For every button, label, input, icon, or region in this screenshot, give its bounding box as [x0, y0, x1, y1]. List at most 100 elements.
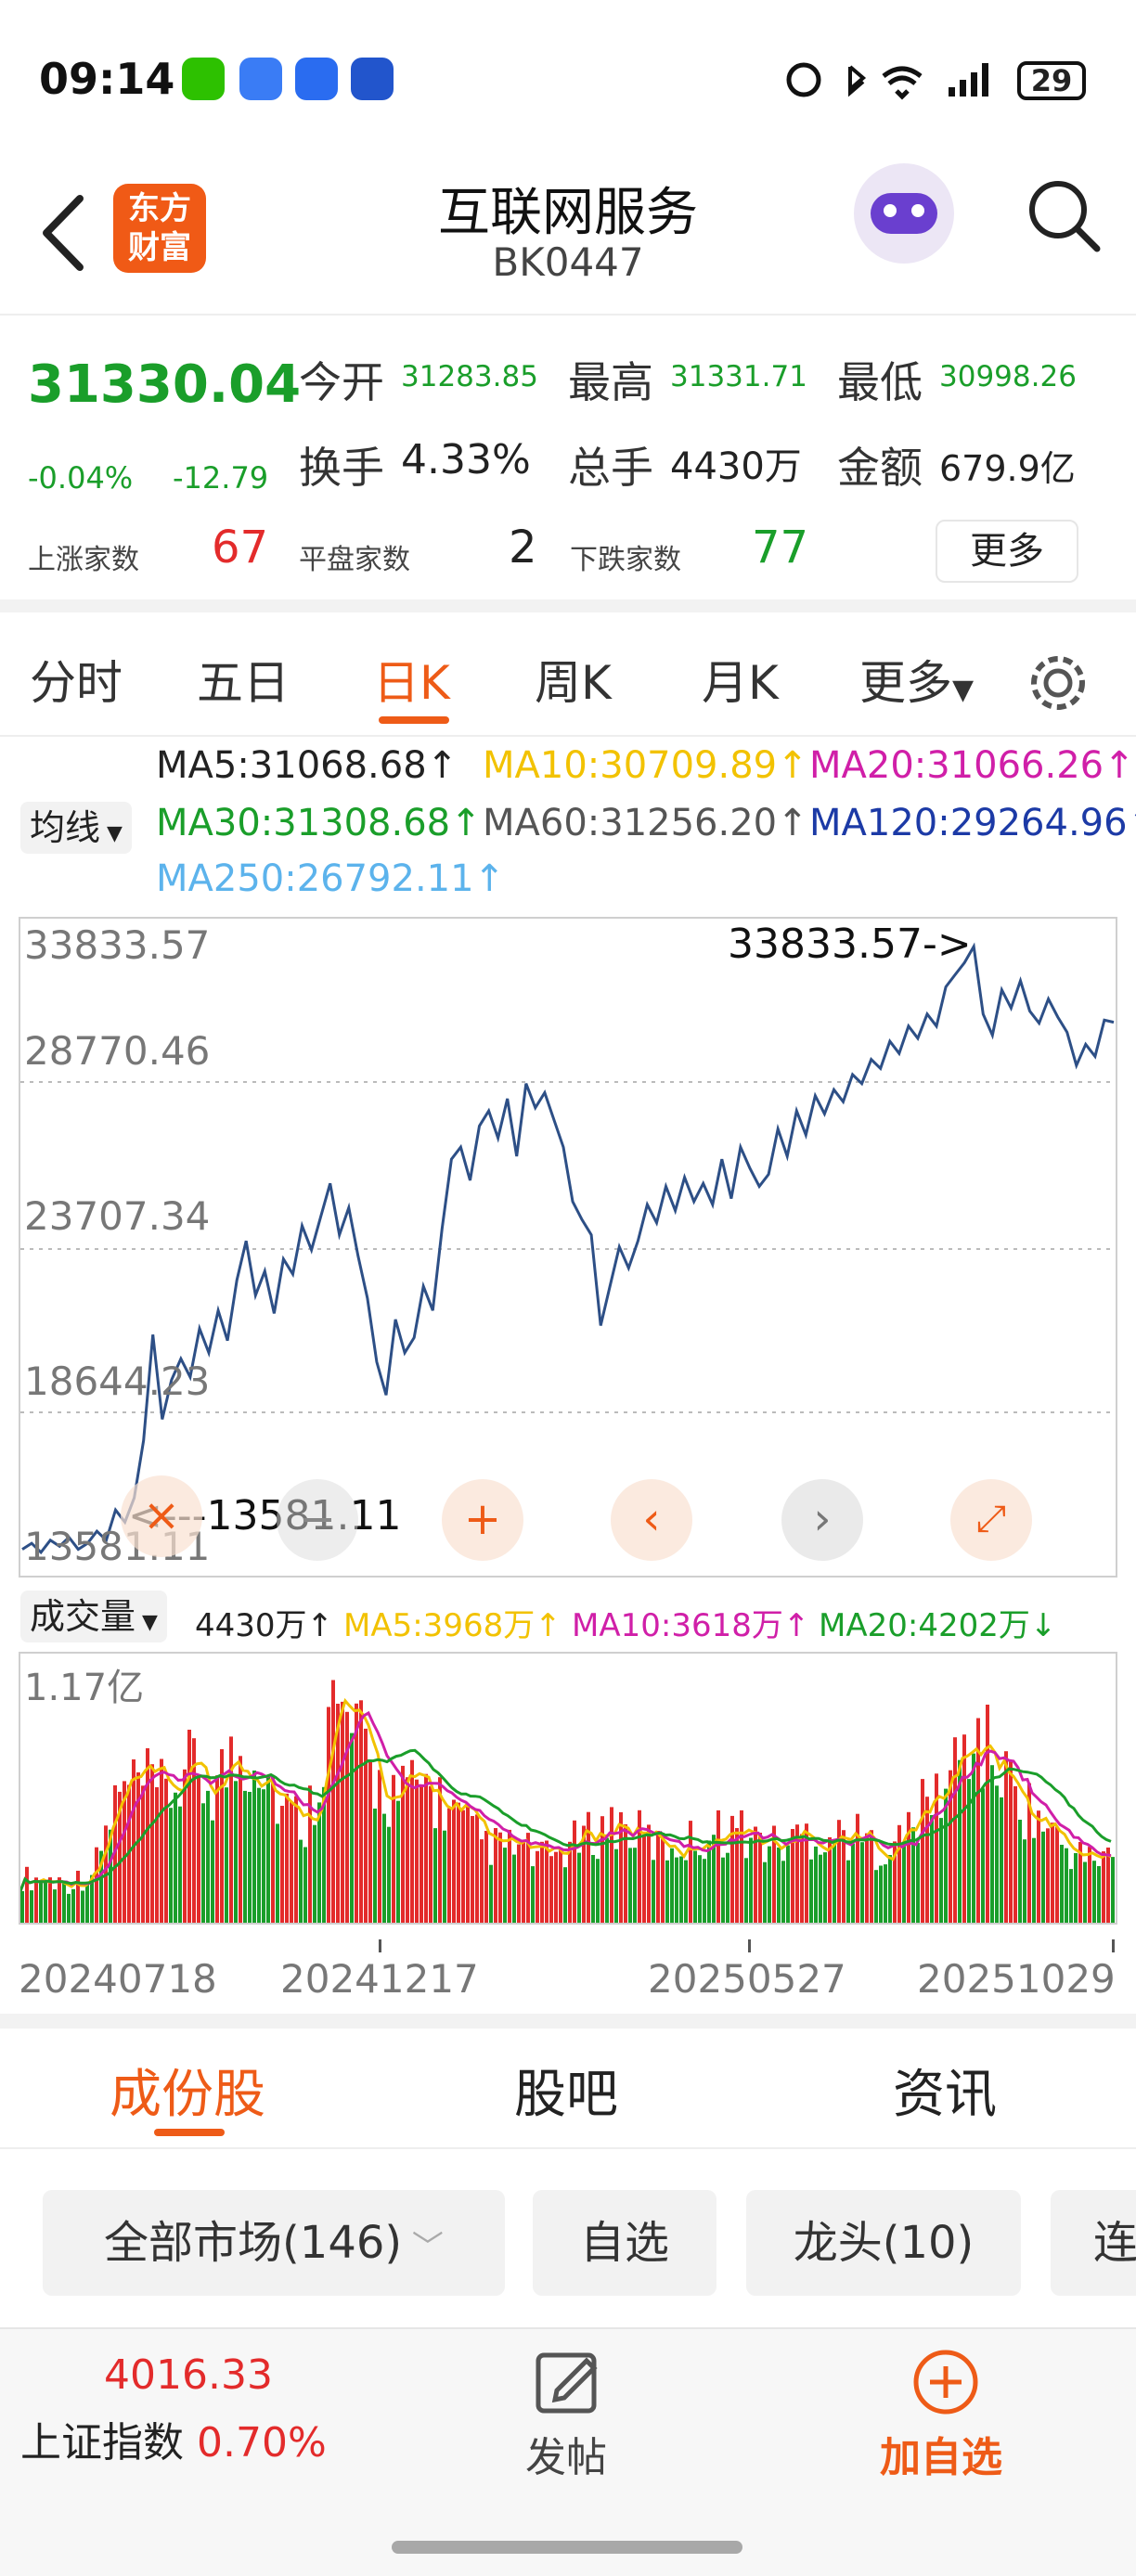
post-button[interactable]: 发帖 — [520, 2348, 614, 2487]
volume-bar — [531, 1866, 535, 1923]
price-line — [21, 942, 1115, 1555]
filter-watchlist[interactable]: 自选 — [533, 2190, 716, 2296]
volume-bar — [930, 1815, 934, 1923]
volume-bar — [1041, 1831, 1045, 1923]
volume-bar — [355, 1703, 358, 1923]
volume-bar — [248, 1792, 252, 1923]
market-filter-dropdown[interactable]: 全部市场(146) ﹀ — [43, 2190, 505, 2296]
volume-bar — [155, 1787, 159, 1923]
volume-bar — [85, 1884, 89, 1923]
filter-leaders[interactable]: 龙头(10) — [746, 2190, 1021, 2296]
tab-intraday[interactable]: 分时 — [30, 656, 123, 710]
volume-bar — [791, 1829, 794, 1923]
open-label: 今开 — [299, 357, 384, 407]
volume-bar — [508, 1829, 511, 1923]
scroll-right-button[interactable]: › — [781, 1479, 863, 1561]
volume-bar — [327, 1707, 330, 1923]
indicator-selector[interactable]: 成交量 ▼ — [20, 1591, 167, 1642]
volume-bar — [132, 1759, 136, 1923]
header: 东方财富 互联网服务 BK0447 — [0, 158, 1136, 316]
tab-constituents[interactable]: 成份股 — [110, 2065, 265, 2125]
volume-bar — [183, 1769, 187, 1923]
more-stats-button[interactable]: 更多 — [936, 520, 1078, 583]
volume-bar — [211, 1820, 214, 1923]
volume-bar — [373, 1809, 377, 1923]
assistant-avatar[interactable] — [854, 163, 954, 264]
bottom-bar: 4016.33 上证指数 0.70% 发帖 加自选 — [0, 2327, 1136, 2576]
tab-more-periods[interactable]: 更多▼ — [859, 646, 974, 713]
ma5-label: MA5:31068.68↑ — [156, 744, 458, 787]
app-logo[interactable]: 东方财富 — [113, 184, 206, 273]
volume-bar — [670, 1848, 674, 1923]
volume-bar — [944, 1788, 948, 1923]
volume-bar — [1004, 1751, 1008, 1923]
volume-bar — [846, 1860, 850, 1923]
minus-zoom-button[interactable]: − — [277, 1479, 358, 1561]
ma-selector[interactable]: 均线 ▼ — [20, 802, 132, 854]
index-ticker[interactable]: 上证指数 0.70% — [20, 2409, 327, 2468]
filter-more[interactable]: 连 — [1051, 2190, 1136, 2296]
volume-bar — [1032, 1837, 1036, 1923]
volume-bar — [605, 1837, 609, 1923]
volume-bar — [1046, 1828, 1050, 1923]
tab-forum[interactable]: 股吧 — [514, 2065, 618, 2125]
y-tick-3: 23707.34 — [24, 1193, 211, 1239]
volume-bar — [1055, 1826, 1059, 1923]
volume-bar — [420, 1785, 423, 1923]
volume-ma10: MA10:3618万↑ — [572, 1607, 810, 1644]
volume-bar — [438, 1777, 442, 1923]
volume-bar — [220, 1749, 224, 1923]
fullscreen-icon[interactable]: ⤢ — [950, 1479, 1032, 1561]
volume-bar — [1060, 1845, 1064, 1923]
volume-bar — [958, 1759, 962, 1923]
tab-monthly-k[interactable]: 月K — [702, 656, 779, 710]
market-filter-label: 全部市场(146) — [104, 2217, 403, 2269]
plus-zoom-button[interactable]: + — [442, 1479, 523, 1561]
volume-bar — [392, 1774, 395, 1923]
volume-bar — [160, 1758, 163, 1923]
price-chart[interactable]: 33833.57 28770.46 23707.34 18644.23 1358… — [19, 917, 1117, 1578]
volume-bar — [25, 1866, 29, 1923]
volume-bar — [457, 1802, 460, 1923]
volume-bar — [34, 1877, 38, 1923]
volume-ma20: MA20:4202万↓ — [819, 1607, 1057, 1644]
tab-weekly-k[interactable]: 周K — [535, 656, 612, 710]
low-value: 30998.26 — [939, 360, 1077, 393]
volume-bar — [614, 1848, 618, 1923]
ma-legend: MA5:31068.68↑ MA10:30709.89↑ MA20:31066.… — [0, 737, 1136, 913]
gear-icon[interactable] — [1025, 650, 1091, 716]
volume-bar — [475, 1814, 479, 1923]
volume-bar — [81, 1890, 84, 1923]
add-watchlist-button[interactable]: 加自选 — [880, 2348, 1012, 2487]
scroll-left-button[interactable]: ‹ — [611, 1479, 692, 1561]
volume-bar — [285, 1793, 289, 1923]
volume-bar — [972, 1753, 975, 1923]
volume-bar — [596, 1859, 600, 1923]
home-indicator — [392, 2541, 742, 2554]
volume-bar — [1083, 1861, 1087, 1923]
volume-bar — [215, 1775, 219, 1923]
volume-bar — [406, 1777, 409, 1923]
volume-bar — [1102, 1851, 1105, 1923]
volume-bar — [735, 1828, 739, 1923]
volume-bar — [828, 1836, 832, 1923]
volume-bar — [471, 1816, 474, 1923]
tab-five-day[interactable]: 五日 — [197, 656, 290, 710]
status-bar: 09:14 29 — [0, 0, 1136, 158]
volume-bar — [559, 1849, 562, 1923]
index-change: 0.70% — [197, 2419, 327, 2467]
chevron-left-icon[interactable] — [37, 191, 89, 275]
volume-bar — [187, 1730, 191, 1923]
close-indicator-button[interactable]: × — [121, 1475, 202, 1557]
tab-news[interactable]: 资讯 — [893, 2065, 997, 2125]
turnover-label: 换手 — [299, 443, 384, 493]
volume-bar — [744, 1858, 748, 1923]
tab-daily-k[interactable]: 日K — [373, 656, 450, 710]
volume-current: 4430万↑ — [195, 1607, 334, 1644]
volume-bar — [350, 1732, 354, 1923]
volume-bar — [201, 1803, 205, 1923]
volume-bar — [642, 1834, 646, 1923]
volume-chart[interactable]: 1.17亿 — [19, 1652, 1117, 1925]
volume-bar — [174, 1792, 177, 1923]
search-icon[interactable] — [1025, 176, 1103, 254]
